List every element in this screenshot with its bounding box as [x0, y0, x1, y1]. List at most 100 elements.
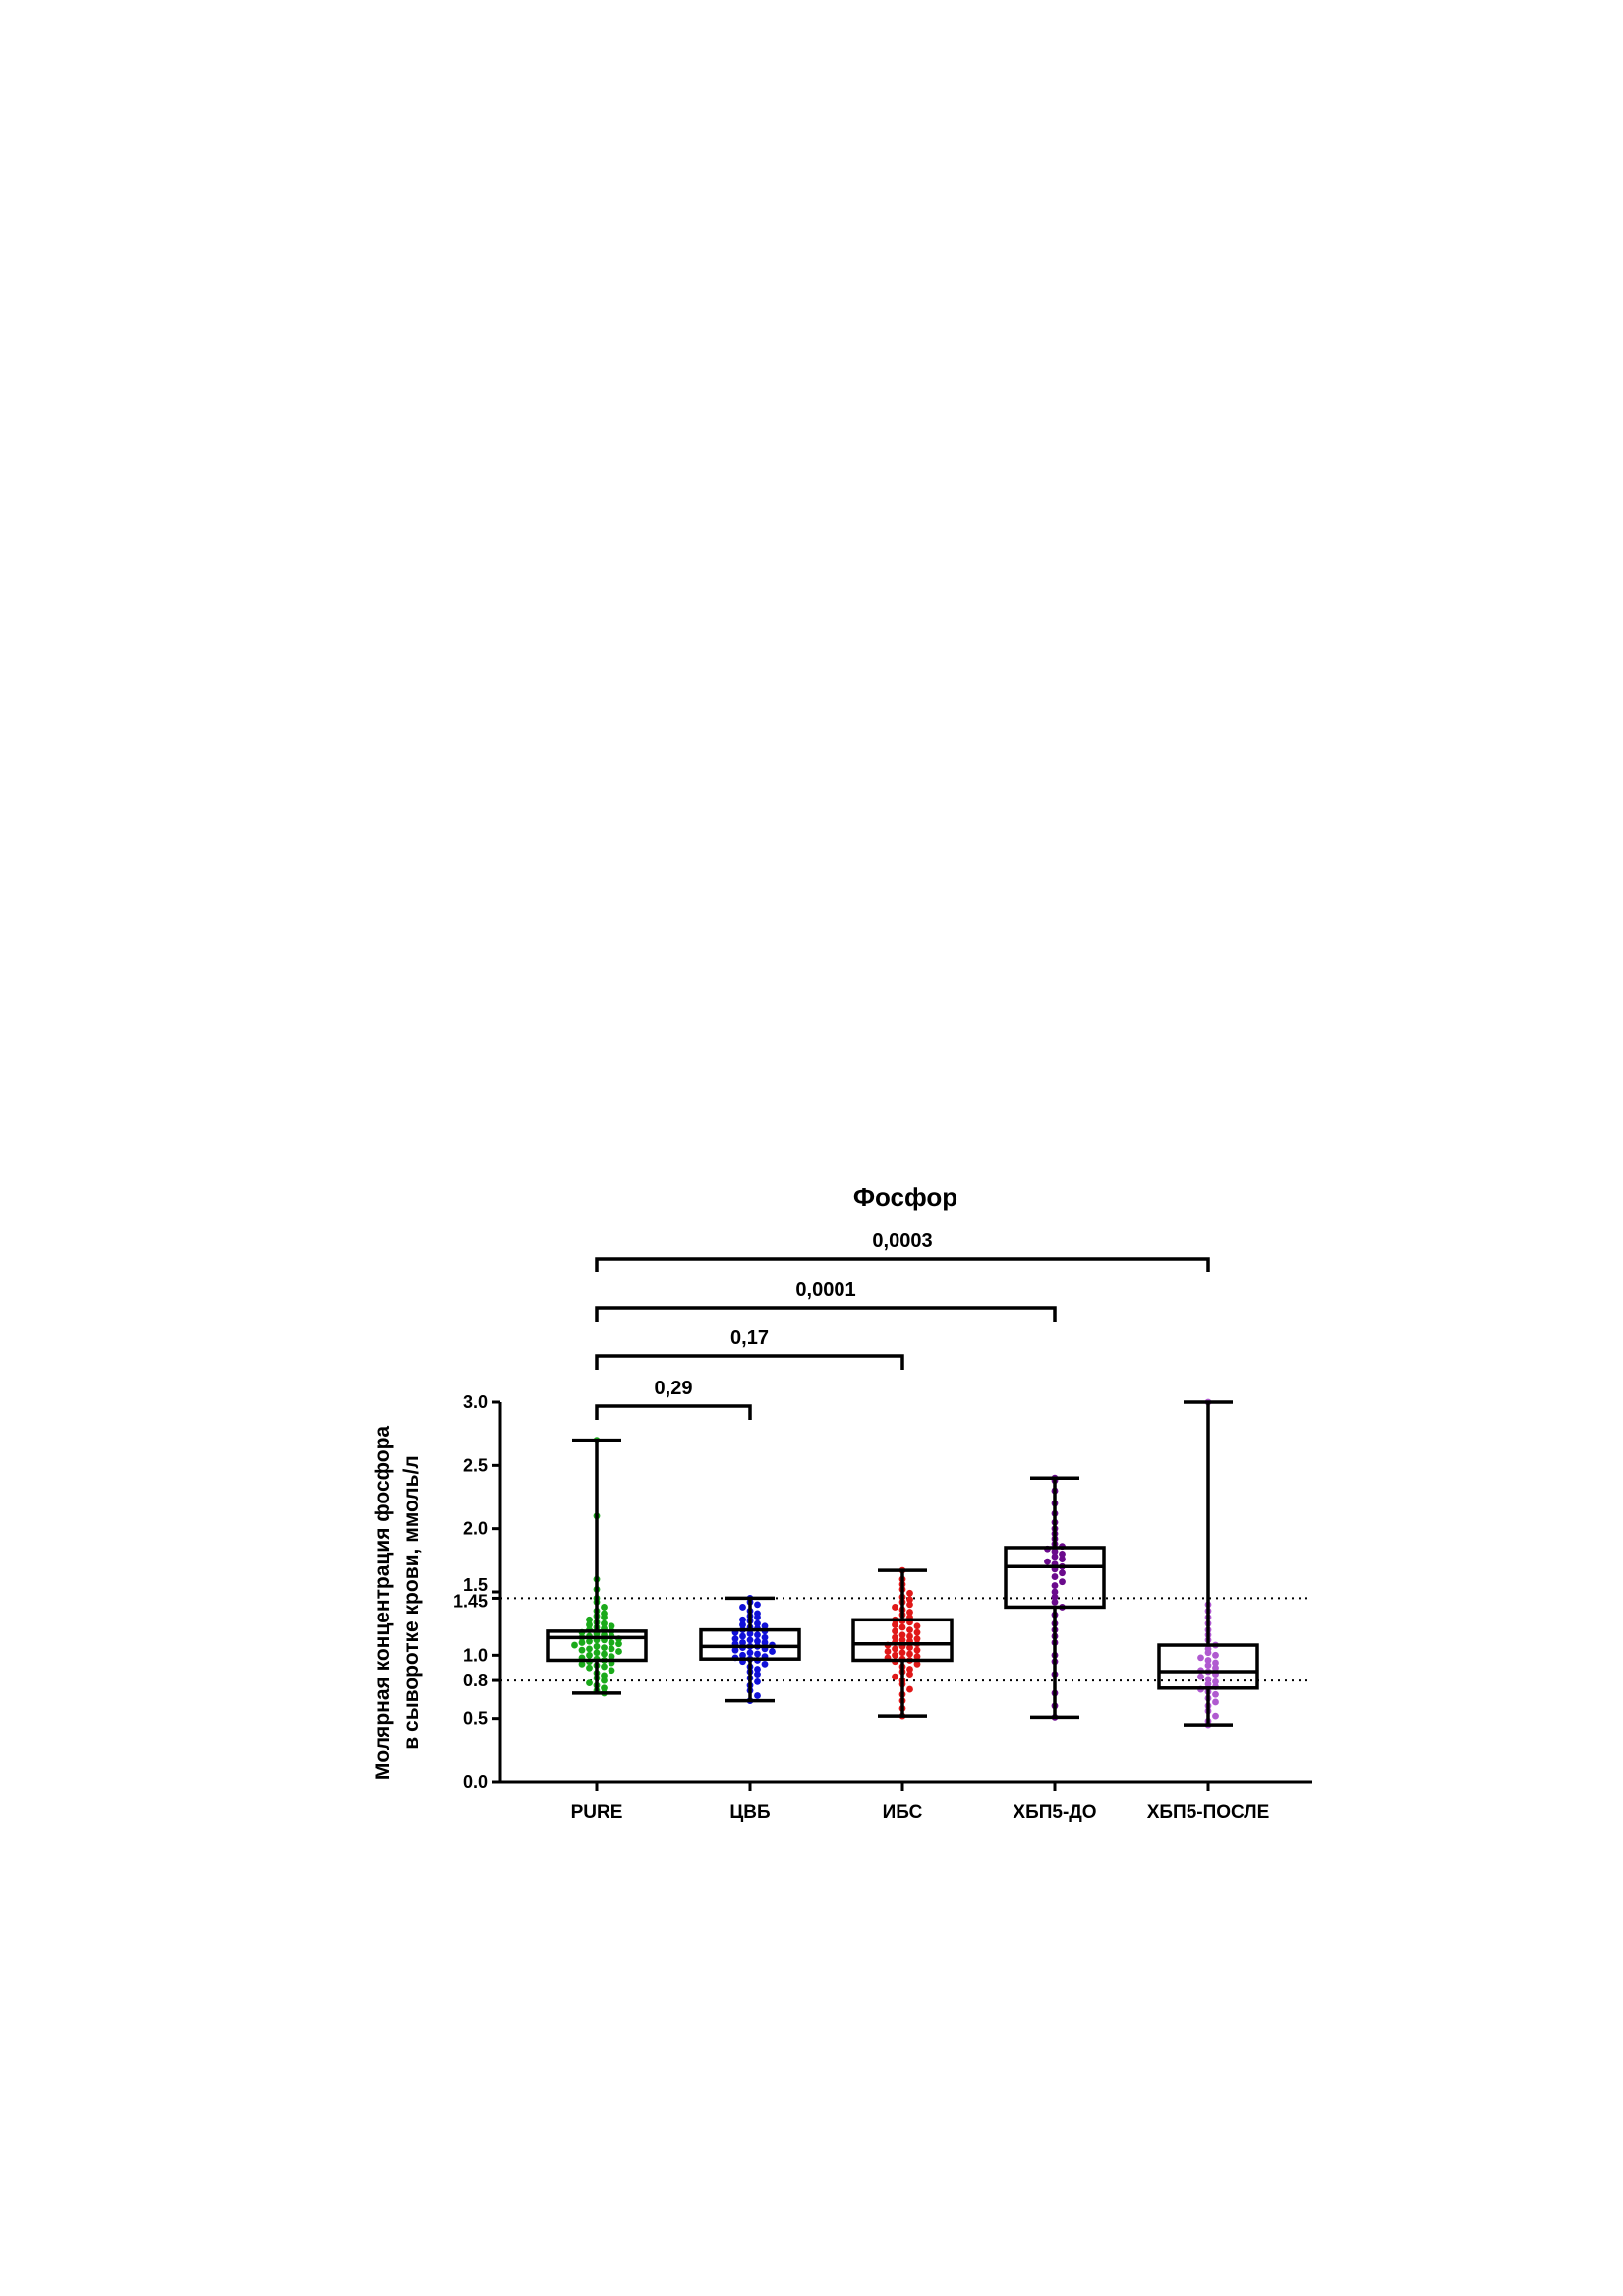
data-point	[892, 1627, 898, 1635]
data-point	[1197, 1654, 1204, 1662]
data-point	[1059, 1569, 1066, 1577]
data-point	[754, 1692, 761, 1699]
data-point	[892, 1633, 898, 1641]
data-point	[1051, 1598, 1059, 1606]
data-point	[615, 1648, 622, 1655]
data-point	[578, 1639, 586, 1646]
data-point	[913, 1635, 921, 1643]
box-iqr	[1157, 1643, 1259, 1690]
data-point	[906, 1671, 913, 1678]
data-point	[586, 1637, 593, 1645]
data-point	[586, 1616, 593, 1623]
chart-title: Фосфор	[853, 1182, 957, 1211]
data-point	[1059, 1556, 1066, 1562]
data-point	[608, 1645, 615, 1653]
data-point	[892, 1604, 898, 1611]
data-point	[761, 1639, 769, 1646]
data-point	[608, 1622, 615, 1630]
data-point	[739, 1651, 746, 1659]
data-point	[593, 1649, 601, 1657]
data-point	[593, 1642, 601, 1650]
data-point	[601, 1663, 608, 1671]
data-point	[754, 1601, 761, 1609]
data-point	[608, 1667, 615, 1675]
significance-bracket	[595, 1306, 1057, 1322]
y-tick-label: 1.45	[453, 1591, 488, 1611]
data-point	[578, 1646, 586, 1654]
box-iqr	[699, 1627, 801, 1661]
data-point	[754, 1678, 761, 1685]
data-point	[1212, 1698, 1219, 1706]
data-point	[601, 1619, 608, 1627]
box-iqr	[851, 1618, 954, 1663]
data-point	[761, 1622, 769, 1630]
data-point	[913, 1646, 921, 1654]
y-tick-label: 0.8	[463, 1671, 488, 1690]
data-point	[578, 1660, 586, 1668]
data-point	[601, 1677, 608, 1684]
data-point	[739, 1632, 746, 1640]
data-point	[1212, 1659, 1219, 1667]
data-point	[906, 1644, 913, 1652]
axes: 0.0 0.5 0.8 1.0 1.451.5 2.0 2.5 3.0 PURE ЦВБ ИБС ХБ…	[453, 1392, 1312, 1823]
y-tick-label: 0.0	[463, 1772, 488, 1792]
data-points	[571, 1398, 1219, 1729]
data-point	[1212, 1664, 1219, 1672]
data-point	[1051, 1548, 1059, 1556]
data-point	[586, 1651, 593, 1659]
data-point	[739, 1621, 746, 1628]
data-point	[1051, 1573, 1059, 1580]
data-point	[746, 1636, 754, 1644]
data-point	[761, 1633, 769, 1641]
p-value-label: 0,0003	[872, 1230, 932, 1252]
data-point	[906, 1632, 913, 1640]
data-point	[601, 1604, 608, 1611]
data-point	[601, 1650, 608, 1658]
significance-bracket	[595, 1404, 752, 1420]
data-point	[1051, 1553, 1059, 1560]
data-point	[769, 1648, 776, 1655]
data-point	[746, 1630, 754, 1637]
p-value-label: 0,29	[655, 1378, 693, 1399]
data-point	[731, 1635, 739, 1643]
data-point	[1051, 1582, 1059, 1589]
box-iqr	[1004, 1546, 1106, 1610]
data-point	[1212, 1678, 1219, 1685]
data-point	[754, 1671, 761, 1678]
box-iqr	[546, 1629, 648, 1663]
y-tick-label: 0.5	[463, 1709, 488, 1729]
significance-bracket	[595, 1354, 904, 1370]
data-point	[601, 1614, 608, 1621]
y-tick-label: 1.0	[463, 1645, 488, 1665]
data-point	[754, 1666, 761, 1673]
data-point	[586, 1645, 593, 1653]
y-tick-label: 3.0	[463, 1392, 488, 1412]
data-point	[586, 1679, 593, 1687]
data-point	[906, 1666, 913, 1673]
data-point	[586, 1664, 593, 1672]
data-point	[761, 1660, 769, 1668]
data-point	[1204, 1649, 1212, 1657]
data-point	[898, 1636, 906, 1644]
x-category-label: PURE	[571, 1802, 623, 1823]
significance-bracket	[595, 1257, 1210, 1272]
data-point	[754, 1637, 761, 1645]
box-plots	[546, 1400, 1259, 1727]
p-value-label: 0,17	[730, 1327, 769, 1349]
y-axis-label-line-2: в сыворотке крови, ммоль/л	[400, 1455, 423, 1749]
data-point	[608, 1639, 615, 1646]
data-point	[754, 1650, 761, 1658]
data-point	[906, 1589, 913, 1597]
data-point	[1204, 1676, 1212, 1683]
data-point	[1212, 1712, 1219, 1720]
data-point	[906, 1601, 913, 1609]
data-point	[884, 1648, 892, 1655]
data-point	[586, 1621, 593, 1628]
data-point	[906, 1650, 913, 1658]
p-value-label: 0,0001	[795, 1279, 855, 1301]
y-tick-label: 2.0	[463, 1519, 488, 1539]
data-point	[892, 1673, 898, 1680]
x-category-label: ЦВБ	[729, 1802, 770, 1823]
data-point	[746, 1649, 754, 1657]
significance-brackets: 0,29 0,17 0,0001 0,0003	[595, 1230, 1210, 1420]
